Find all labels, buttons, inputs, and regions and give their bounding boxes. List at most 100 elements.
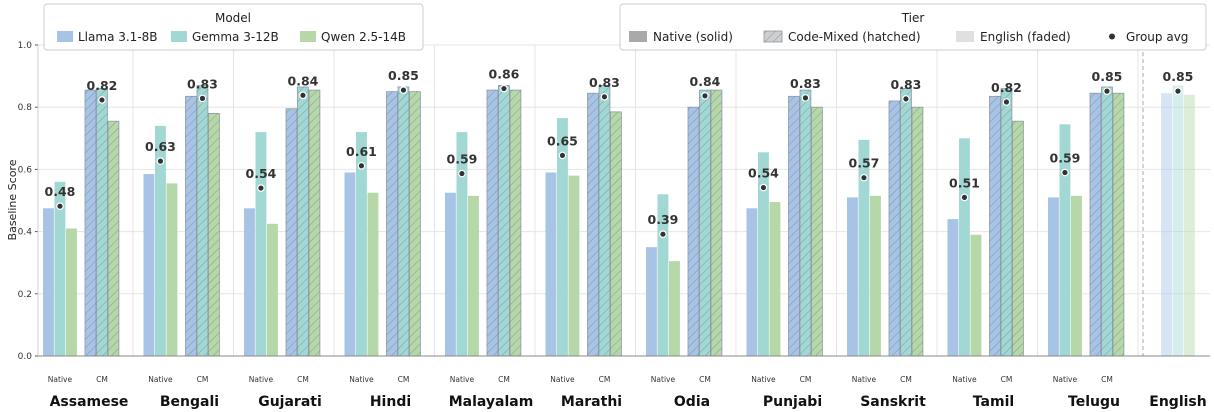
- bar-native-1-0: [143, 174, 155, 356]
- group-avg-point: [458, 169, 466, 178]
- model-legend-label: Gemma 3-12B: [192, 30, 279, 44]
- y-axis-label: Baseline Score: [6, 159, 19, 240]
- bar-hatch-cm-1-0: [185, 96, 197, 356]
- bar-native-5-2: [568, 175, 580, 356]
- group-avg-label: 0.83: [790, 76, 821, 91]
- tier-label-native: Native: [1053, 375, 1078, 384]
- group-avg-point: [1002, 98, 1011, 106]
- group-avg-label: 0.63: [145, 139, 176, 154]
- tier-label-native: Native: [249, 375, 274, 384]
- tier-label-cm: CM: [197, 375, 209, 384]
- language-label: Hindi: [370, 394, 411, 410]
- tier-legend-label: Code-Mixed (hatched): [788, 30, 921, 44]
- bar-hatch-cm-2-0: [286, 108, 297, 356]
- bar-native-9-0: [947, 219, 959, 356]
- bar-native-7-2: [769, 202, 781, 356]
- bar-hatch-cm-1-2: [208, 113, 220, 356]
- bar-native-1-1: [155, 125, 166, 356]
- group-avg-label: 0.85: [1092, 69, 1123, 84]
- y-tick-label: 0.8: [18, 103, 33, 113]
- bar-hatch-cm-6-1: [699, 90, 711, 356]
- language-label: Odia: [674, 394, 710, 410]
- model-legend-title: Model: [215, 11, 251, 25]
- group-avg-point: [257, 184, 265, 192]
- tier-legend-swatch-cm-hatch: [764, 31, 782, 42]
- language-label: Telugu: [1068, 394, 1120, 410]
- bars-layer: [43, 85, 1195, 357]
- tier-label-cm: CM: [398, 375, 410, 384]
- bar-hatch-cm-0-2: [108, 121, 119, 356]
- bar-native-3-2: [367, 192, 379, 356]
- bar-native-10-1: [1059, 124, 1071, 357]
- tier-label-cm: CM: [599, 375, 611, 384]
- tier-label-cm: CM: [1101, 375, 1113, 384]
- group-avg-point: [759, 183, 768, 192]
- bar-hatch-cm-5-2: [610, 111, 622, 357]
- bar-native-10-0: [1048, 197, 1059, 356]
- group-avg-label: 0.65: [547, 133, 578, 148]
- model-legend-label: Qwen 2.5-14B: [321, 30, 406, 44]
- tier-label-cm: CM: [498, 375, 510, 384]
- y-tick-label: 0.2: [18, 290, 32, 300]
- bar-hatch-cm-9-0: [989, 96, 1001, 356]
- group-avg-label: 0.48: [45, 184, 76, 199]
- group-avg-point: [960, 193, 969, 202]
- bar-native-0-1: [54, 181, 66, 356]
- language-label-english: English: [1149, 394, 1206, 410]
- group-avg-point: [860, 173, 868, 182]
- group-avg-label: 0.59: [1050, 151, 1081, 166]
- bar-native-6-1: [657, 194, 669, 356]
- model-legend-swatch: [57, 31, 73, 42]
- bar-hatch-cm-4-1: [498, 85, 510, 357]
- bar-hatch-cm-10-2: [1113, 93, 1124, 356]
- bar-hatch-cm-9-1: [1001, 88, 1012, 356]
- group-avg-label: 0.85: [1163, 69, 1194, 84]
- group-avg-label: 0.61: [346, 144, 377, 159]
- bar-hatch-cm-1-1: [197, 85, 208, 357]
- bar-native-4-2: [468, 195, 479, 356]
- bar-hatch-cm-4-2: [510, 90, 521, 356]
- group-avg-point: [299, 91, 307, 100]
- bar-hatch-cm-10-0: [1090, 93, 1101, 356]
- bar-english-1: [1172, 85, 1184, 357]
- group-avg-point: [1174, 87, 1182, 95]
- group-avg-point: [357, 161, 366, 170]
- tier-legend-title: Tier: [901, 11, 925, 25]
- bar-hatch-cm-3-2: [409, 91, 421, 357]
- tier-label-cm: CM: [96, 375, 108, 384]
- tier-legend-avg-marker: [1109, 33, 1115, 40]
- language-label: Punjabi: [763, 394, 822, 410]
- language-label: Tamil: [973, 394, 1014, 410]
- group-avg-label: 0.83: [891, 77, 922, 92]
- bar-hatch-cm-6-2: [711, 90, 722, 356]
- bar-native-2-0: [244, 208, 255, 356]
- bar-native-8-0: [847, 197, 858, 356]
- bar-native-0-0: [43, 208, 54, 356]
- tier-label-cm: CM: [900, 375, 912, 384]
- group-avg-label: 0.59: [447, 152, 478, 167]
- group-avg-label: 0.54: [748, 166, 779, 181]
- group-avg-label: 0.57: [849, 156, 880, 171]
- model-legend-swatch: [171, 31, 187, 42]
- language-label: Marathi: [561, 394, 622, 410]
- bar-native-8-2: [870, 195, 881, 356]
- bar-hatch-cm-8-0: [889, 100, 900, 356]
- tier-label-cm: CM: [297, 375, 309, 384]
- group-avg-label: 0.83: [187, 76, 218, 91]
- group-avg-point: [600, 93, 609, 101]
- bar-hatch-cm-7-1: [800, 90, 811, 356]
- tier-label-native: Native: [48, 375, 73, 384]
- bar-native-3-1: [356, 132, 367, 356]
- group-avg-point: [659, 230, 667, 238]
- tier-label-cm: CM: [699, 375, 711, 384]
- bar-hatch-cm-5-1: [599, 85, 610, 357]
- group-avg-point: [56, 202, 64, 211]
- labels-layer: 0.48 0.82 Native CM Assamese 0.63 0.83 Native CM…: [45, 67, 1207, 410]
- tier-label-native: Native: [148, 375, 173, 384]
- tier-label-native: Native: [550, 375, 575, 384]
- y-tick-label: 0.6: [18, 165, 33, 175]
- bar-hatch-cm-0-0: [85, 90, 96, 356]
- bar-hatch-cm-8-2: [912, 107, 923, 356]
- tier-legend-label: Native (solid): [653, 30, 733, 44]
